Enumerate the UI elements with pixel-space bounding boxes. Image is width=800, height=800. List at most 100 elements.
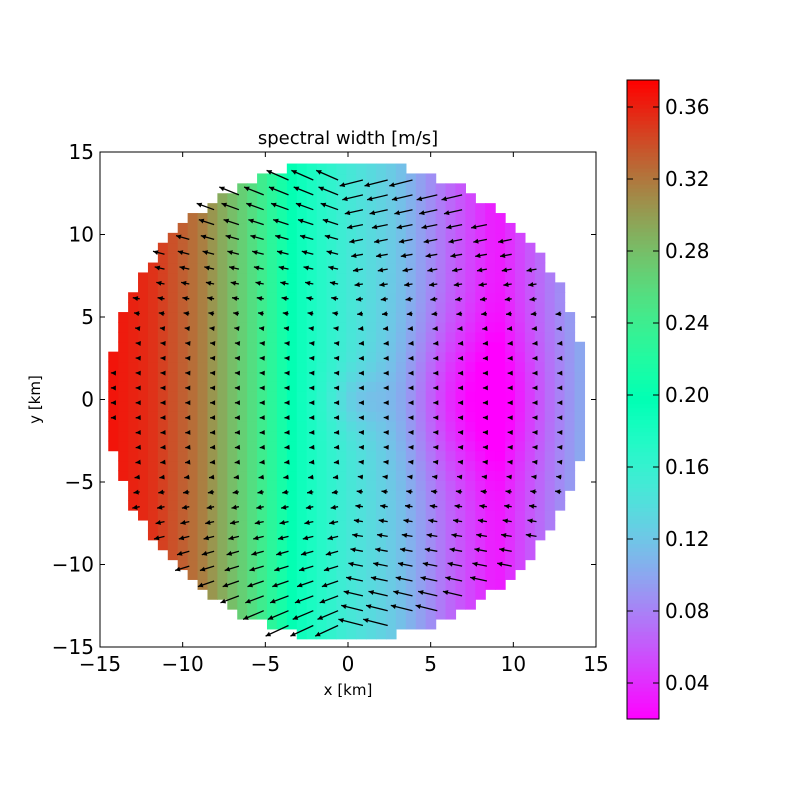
heatmap-cell <box>296 618 308 630</box>
heatmap-cell <box>534 272 546 283</box>
quiver-arrow <box>473 238 488 244</box>
heatmap-cell <box>247 450 258 462</box>
heatmap-cell <box>445 203 457 214</box>
quiver-arrow <box>284 341 290 346</box>
heatmap-cell <box>366 213 377 224</box>
quiver-arrow <box>259 459 265 465</box>
colorbar-band <box>627 267 659 273</box>
heatmap-cell <box>514 440 526 452</box>
heatmap-cell <box>167 302 179 313</box>
heatmap-cell <box>286 232 298 244</box>
heatmap-cell <box>316 539 328 551</box>
heatmap-cell <box>564 411 576 422</box>
heatmap-cell <box>247 470 258 481</box>
heatmap-cell <box>296 500 308 511</box>
heatmap-cell <box>147 480 159 491</box>
heatmap-cell <box>286 193 298 204</box>
heatmap-cell <box>207 272 218 283</box>
heatmap-cell <box>207 559 218 571</box>
heatmap-cell <box>386 430 397 442</box>
quiver-arrow <box>297 218 314 226</box>
heatmap-cell <box>485 470 496 481</box>
heatmap-cell <box>376 361 387 373</box>
quiver-arrow <box>185 430 191 435</box>
heatmap-cell <box>445 232 457 244</box>
heatmap-cell <box>405 420 417 432</box>
heatmap-cell <box>386 470 397 481</box>
y-tick-label: 0 <box>81 388 94 412</box>
heatmap-cell <box>157 480 169 491</box>
heatmap-cell <box>316 222 328 234</box>
heatmap-cell <box>177 539 189 551</box>
quiver-arrow <box>443 209 463 216</box>
heatmap-cell <box>405 480 417 491</box>
colorbar-band <box>627 411 659 417</box>
heatmap-cell <box>266 252 278 264</box>
heatmap-cell <box>415 341 427 353</box>
heatmap-cell <box>534 470 546 481</box>
heatmap-cell <box>217 490 228 501</box>
quiver-arrow <box>135 326 141 332</box>
quiver-arrow <box>323 565 339 572</box>
quiver-arrow <box>110 400 116 406</box>
heatmap-cell <box>227 579 238 590</box>
heatmap-cell <box>247 312 258 323</box>
colorbar-band <box>627 319 659 325</box>
heatmap-cell <box>207 539 218 551</box>
heatmap-cell <box>564 401 576 412</box>
heatmap-cell <box>386 549 397 561</box>
heatmap-cell <box>465 381 476 392</box>
heatmap-cell <box>296 193 308 204</box>
heatmap-cell <box>356 341 367 353</box>
heatmap-cell <box>197 490 209 501</box>
heatmap-cell <box>386 480 397 491</box>
heatmap-cell <box>237 510 248 521</box>
heatmap-cell <box>524 450 536 462</box>
heatmap-cell <box>366 549 377 561</box>
quiver-arrow <box>423 238 438 244</box>
heatmap-cell <box>524 411 536 422</box>
quiver-arrow <box>433 415 439 421</box>
heatmap-cell <box>276 312 288 323</box>
heatmap-cell <box>316 203 328 214</box>
heatmap-cell <box>177 252 189 264</box>
quiver-arrow <box>390 604 413 612</box>
heatmap-cell <box>227 539 238 551</box>
heatmap-cell <box>296 440 308 452</box>
heatmap-cell <box>534 529 546 541</box>
heatmap-cell <box>495 361 506 373</box>
quiver-arrow <box>309 341 315 346</box>
quiver-arrow <box>432 474 438 480</box>
quiver-arrow <box>507 370 513 376</box>
heatmap-cell <box>296 529 308 541</box>
heatmap-cell <box>495 232 506 244</box>
heatmap-cell <box>296 411 308 422</box>
heatmap-cell <box>485 500 496 511</box>
heatmap-cell <box>177 440 189 452</box>
heatmap-cell <box>445 262 457 274</box>
heatmap-cell <box>475 420 486 432</box>
heatmap-cell <box>415 440 427 452</box>
heatmap-cell <box>147 420 159 432</box>
heatmap-cell <box>376 312 387 323</box>
heatmap-cell <box>257 302 268 313</box>
quiver-arrow <box>283 474 289 480</box>
heatmap-cell <box>336 213 347 224</box>
heatmap-cell <box>395 411 407 422</box>
heatmap-cell <box>465 222 476 234</box>
heatmap-cell <box>435 539 447 551</box>
heatmap-cell <box>187 232 199 244</box>
quiver-arrow <box>433 430 439 435</box>
quiver-arrow <box>506 474 512 480</box>
colorbar-band <box>627 303 659 309</box>
quiver-arrow <box>325 550 339 556</box>
heatmap-cell <box>395 193 407 204</box>
colorbar-tick-label: 0.32 <box>665 167 710 191</box>
quiver-arrow <box>557 355 563 361</box>
quiver-arrow <box>422 561 438 567</box>
heatmap-cell <box>147 470 159 481</box>
heatmap-cell <box>336 529 347 541</box>
heatmap-cell <box>237 440 248 452</box>
quiver-arrow <box>302 535 314 541</box>
quiver-arrow <box>206 504 215 510</box>
